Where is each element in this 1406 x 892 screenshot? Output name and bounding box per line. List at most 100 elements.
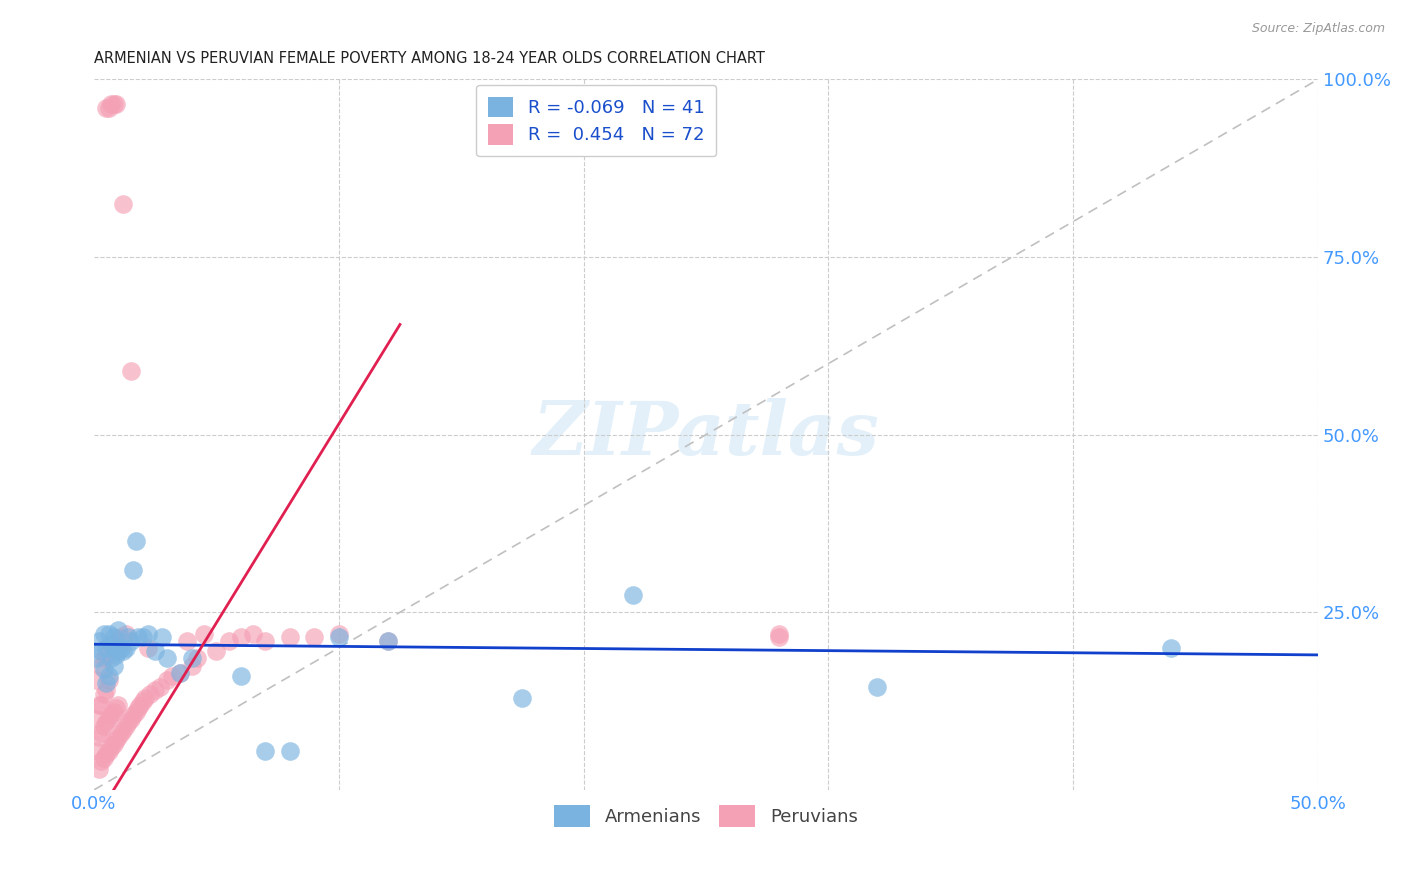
Point <box>127 701 149 715</box>
Point <box>93 687 115 701</box>
Point <box>97 673 120 687</box>
Point <box>169 665 191 680</box>
Point <box>143 683 166 698</box>
Text: ZIPatlas: ZIPatlas <box>533 399 880 471</box>
Point <box>110 640 132 655</box>
Point <box>139 687 162 701</box>
Point <box>124 534 146 549</box>
Point <box>100 651 122 665</box>
Point <box>254 744 277 758</box>
Point <box>100 97 122 112</box>
Point <box>621 587 644 601</box>
Point <box>120 712 142 726</box>
Point <box>87 698 110 712</box>
Point <box>768 626 790 640</box>
Point <box>134 690 156 705</box>
Point <box>328 626 350 640</box>
Point <box>112 196 135 211</box>
Point <box>96 676 118 690</box>
Point <box>132 694 155 708</box>
Point <box>104 97 127 112</box>
Point <box>186 651 208 665</box>
Point <box>117 715 139 730</box>
Point <box>114 719 136 733</box>
Point <box>124 705 146 719</box>
Point <box>97 669 120 683</box>
Legend: Armenians, Peruvians: Armenians, Peruvians <box>547 797 865 834</box>
Point <box>100 740 122 755</box>
Point <box>152 630 174 644</box>
Point <box>96 648 118 662</box>
Point <box>93 751 115 765</box>
Point <box>100 637 122 651</box>
Point <box>97 744 120 758</box>
Point <box>143 644 166 658</box>
Point <box>156 673 179 687</box>
Point <box>104 640 127 655</box>
Point <box>866 680 889 694</box>
Point <box>205 644 228 658</box>
Point <box>90 698 112 712</box>
Point <box>97 101 120 115</box>
Point <box>107 698 129 712</box>
Point <box>90 644 112 658</box>
Point <box>132 630 155 644</box>
Point <box>103 737 125 751</box>
Point <box>110 726 132 740</box>
Point <box>129 698 152 712</box>
Point <box>86 712 108 726</box>
Point <box>87 730 110 744</box>
Point <box>93 662 115 676</box>
Point <box>1160 640 1182 655</box>
Point <box>304 630 326 644</box>
Point <box>120 364 142 378</box>
Point <box>229 669 252 683</box>
Point <box>97 712 120 726</box>
Point <box>180 651 202 665</box>
Point <box>377 633 399 648</box>
Point <box>96 683 118 698</box>
Point <box>93 651 115 665</box>
Point <box>114 640 136 655</box>
Point <box>87 633 110 648</box>
Point <box>278 744 301 758</box>
Point <box>120 633 142 648</box>
Point <box>156 651 179 665</box>
Point <box>112 723 135 737</box>
Point <box>97 626 120 640</box>
Point <box>377 633 399 648</box>
Point <box>104 701 127 715</box>
Point <box>90 658 112 673</box>
Point <box>136 640 159 655</box>
Point <box>103 705 125 719</box>
Point <box>86 651 108 665</box>
Point <box>86 744 108 758</box>
Point <box>768 630 790 644</box>
Text: Source: ZipAtlas.com: Source: ZipAtlas.com <box>1251 22 1385 36</box>
Point <box>96 715 118 730</box>
Point <box>278 630 301 644</box>
Point <box>93 719 115 733</box>
Point <box>254 633 277 648</box>
Point <box>96 747 118 762</box>
Point <box>149 680 172 694</box>
Point <box>87 762 110 776</box>
Point <box>176 633 198 648</box>
Point <box>103 658 125 673</box>
Point <box>110 630 132 644</box>
Point <box>512 690 534 705</box>
Point <box>96 101 118 115</box>
Point <box>90 755 112 769</box>
Point <box>107 633 129 648</box>
Point <box>103 97 125 112</box>
Point <box>127 630 149 644</box>
Point <box>107 730 129 744</box>
Point <box>180 658 202 673</box>
Point <box>90 726 112 740</box>
Point <box>112 644 135 658</box>
Point <box>86 673 108 687</box>
Point <box>162 669 184 683</box>
Point <box>122 708 145 723</box>
Point <box>103 630 125 644</box>
Point <box>93 626 115 640</box>
